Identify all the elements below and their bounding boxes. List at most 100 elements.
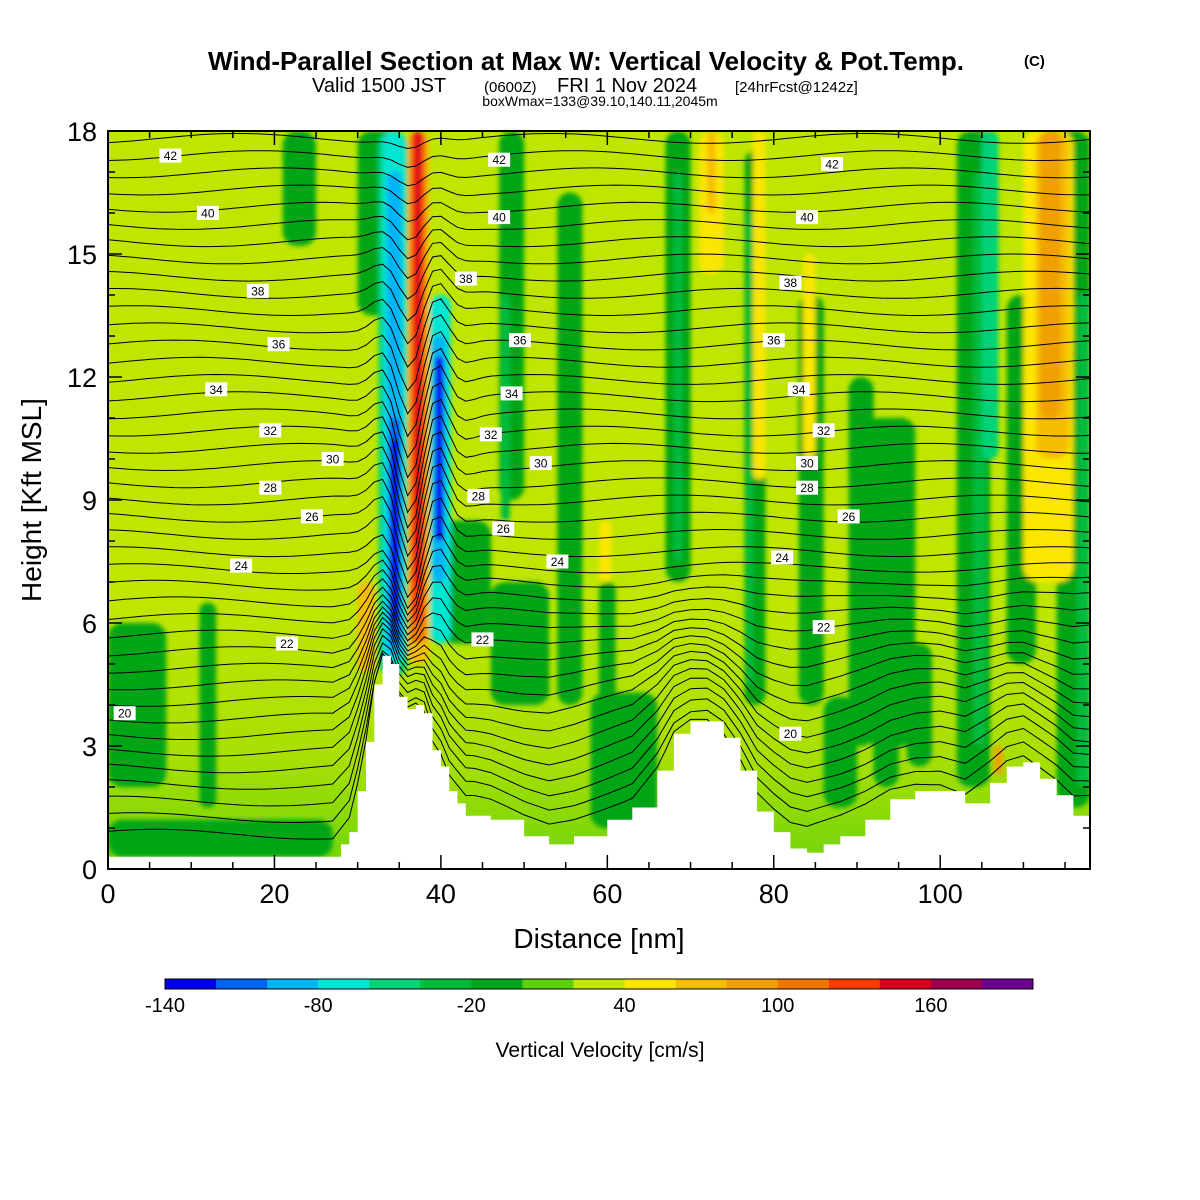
theta-label-text: 36 — [767, 334, 781, 348]
theta-label-text: 28 — [800, 481, 814, 495]
theta-label-text: 24 — [775, 551, 789, 565]
theta-contour-line — [108, 578, 1090, 630]
theta-contour-line — [108, 515, 1090, 599]
theta-label-bg — [113, 706, 136, 721]
colorbar-swatch — [930, 979, 983, 989]
colorbar-tick-label: 160 — [914, 995, 947, 1017]
velocity-plume — [440, 520, 491, 644]
theta-label-bg — [762, 333, 785, 348]
theta-label-bg — [821, 156, 844, 171]
x-axis: 0 20 40 60 80 100 — [100, 131, 1066, 909]
theta-label-bg — [300, 509, 323, 524]
y-tick-label: 18 — [67, 117, 97, 147]
valid-date: FRI 1 Nov 2024 — [557, 75, 697, 97]
velocity-plume — [1040, 131, 1061, 418]
valid-time-line: Valid 1500 JST (0600Z) FRI 1 Nov 2024 [2… — [312, 75, 858, 97]
theta-label-bg — [812, 423, 835, 438]
theta-contour-line — [108, 548, 1090, 616]
theta-contour-line — [108, 431, 1090, 529]
y-tick-label: 6 — [82, 609, 97, 639]
theta-label: 22 — [275, 636, 298, 651]
colorbar-swatch — [675, 979, 728, 989]
theta-contour-line — [108, 634, 1090, 774]
theta-label-bg — [479, 427, 502, 442]
theta-contour-line — [108, 184, 1090, 205]
colorbar-tick-label: -20 — [457, 995, 486, 1017]
colorbar-frame — [164, 978, 1034, 990]
theta-label-text: 26 — [497, 522, 511, 536]
theta-label-text: 26 — [842, 510, 856, 524]
velocity-plume — [746, 213, 753, 685]
theta-label: 40 — [796, 210, 819, 225]
colorbar-tick-label: -80 — [304, 995, 333, 1017]
theta-label-text: 42 — [492, 153, 506, 167]
velocity-plume — [415, 131, 421, 582]
theta-contours — [108, 116, 1090, 840]
theta-label-text: 24 — [234, 559, 248, 573]
theta-label-text: 32 — [264, 424, 278, 438]
theta-label: 38 — [779, 275, 802, 290]
theta-contour-line — [108, 330, 1090, 415]
theta-contour-line — [108, 480, 1090, 571]
theta-label: 20 — [779, 726, 802, 741]
velocity-plume — [108, 623, 167, 787]
theta-contour-line — [108, 611, 1090, 707]
theta-label-bg — [454, 271, 477, 286]
y-tick-label: 9 — [82, 486, 97, 516]
theta-label-text: 22 — [476, 633, 490, 647]
theta-label-text: 40 — [201, 207, 215, 221]
theta-label-bg — [275, 636, 298, 651]
theta-label: 36 — [762, 333, 785, 348]
colorbar-swatch — [318, 979, 370, 989]
colorbar-swatch — [471, 979, 523, 989]
y-axis-label: Height [Kft MSL] — [16, 398, 47, 602]
forecast-info: [24hrFcst@1242z] — [735, 79, 858, 96]
theta-label: 24 — [546, 554, 569, 569]
theta-contour-line — [108, 497, 1090, 585]
theta-label: 24 — [771, 550, 794, 565]
theta-label: 36 — [508, 333, 531, 348]
velocity-plume — [282, 131, 317, 246]
theta-label: 28 — [796, 480, 819, 495]
theta-contour-line — [108, 642, 1090, 790]
box-wmax-info: boxWmax=133@39.10,140.11,2045m — [482, 93, 717, 109]
theta-label-bg — [488, 152, 511, 167]
theta-contour-line — [108, 116, 1090, 129]
theta-label: 30 — [796, 456, 819, 471]
theta-label-bg — [488, 210, 511, 225]
theta-label: 36 — [267, 337, 290, 352]
x-tick-label: 40 — [426, 879, 456, 909]
y-tick-label: 0 — [82, 855, 97, 885]
theta-label: 40 — [488, 210, 511, 225]
theta-label-bg — [321, 452, 344, 466]
theta-label-text: 24 — [551, 555, 565, 569]
theta-contour-line — [108, 628, 1090, 757]
theta-label-text: 32 — [484, 428, 498, 442]
theta-contour-line — [108, 533, 1090, 610]
theta-label-text: 20 — [118, 707, 132, 721]
colorbar-tick-label: -140 — [145, 995, 185, 1017]
theta-contour-line — [108, 228, 1090, 260]
colorbar-swatch — [624, 979, 677, 989]
theta-label-text: 42 — [164, 149, 178, 163]
theta-label-text: 42 — [825, 157, 839, 171]
theta-label-text: 22 — [280, 637, 294, 651]
theta-label-text: 32 — [817, 424, 831, 438]
theta-label-bg — [779, 275, 802, 290]
colorbar-swatch — [420, 979, 472, 989]
colorbar-tick-label: 100 — [761, 995, 794, 1017]
theta-label-text: 34 — [792, 383, 806, 397]
theta-contour-line — [108, 167, 1090, 187]
x-tick-label: 60 — [592, 879, 622, 909]
theta-label: 24 — [230, 558, 253, 573]
theta-contour-line — [108, 255, 1090, 300]
colorbar-swatch — [522, 979, 574, 989]
theta-contour-line — [108, 150, 1090, 168]
theta-label-text: 28 — [264, 481, 278, 495]
x-tick-label: 80 — [759, 879, 789, 909]
theta-label: 26 — [300, 509, 323, 524]
theta-label: 42 — [821, 156, 844, 171]
velocity-plume — [500, 295, 510, 521]
theta-label-bg — [259, 423, 282, 438]
